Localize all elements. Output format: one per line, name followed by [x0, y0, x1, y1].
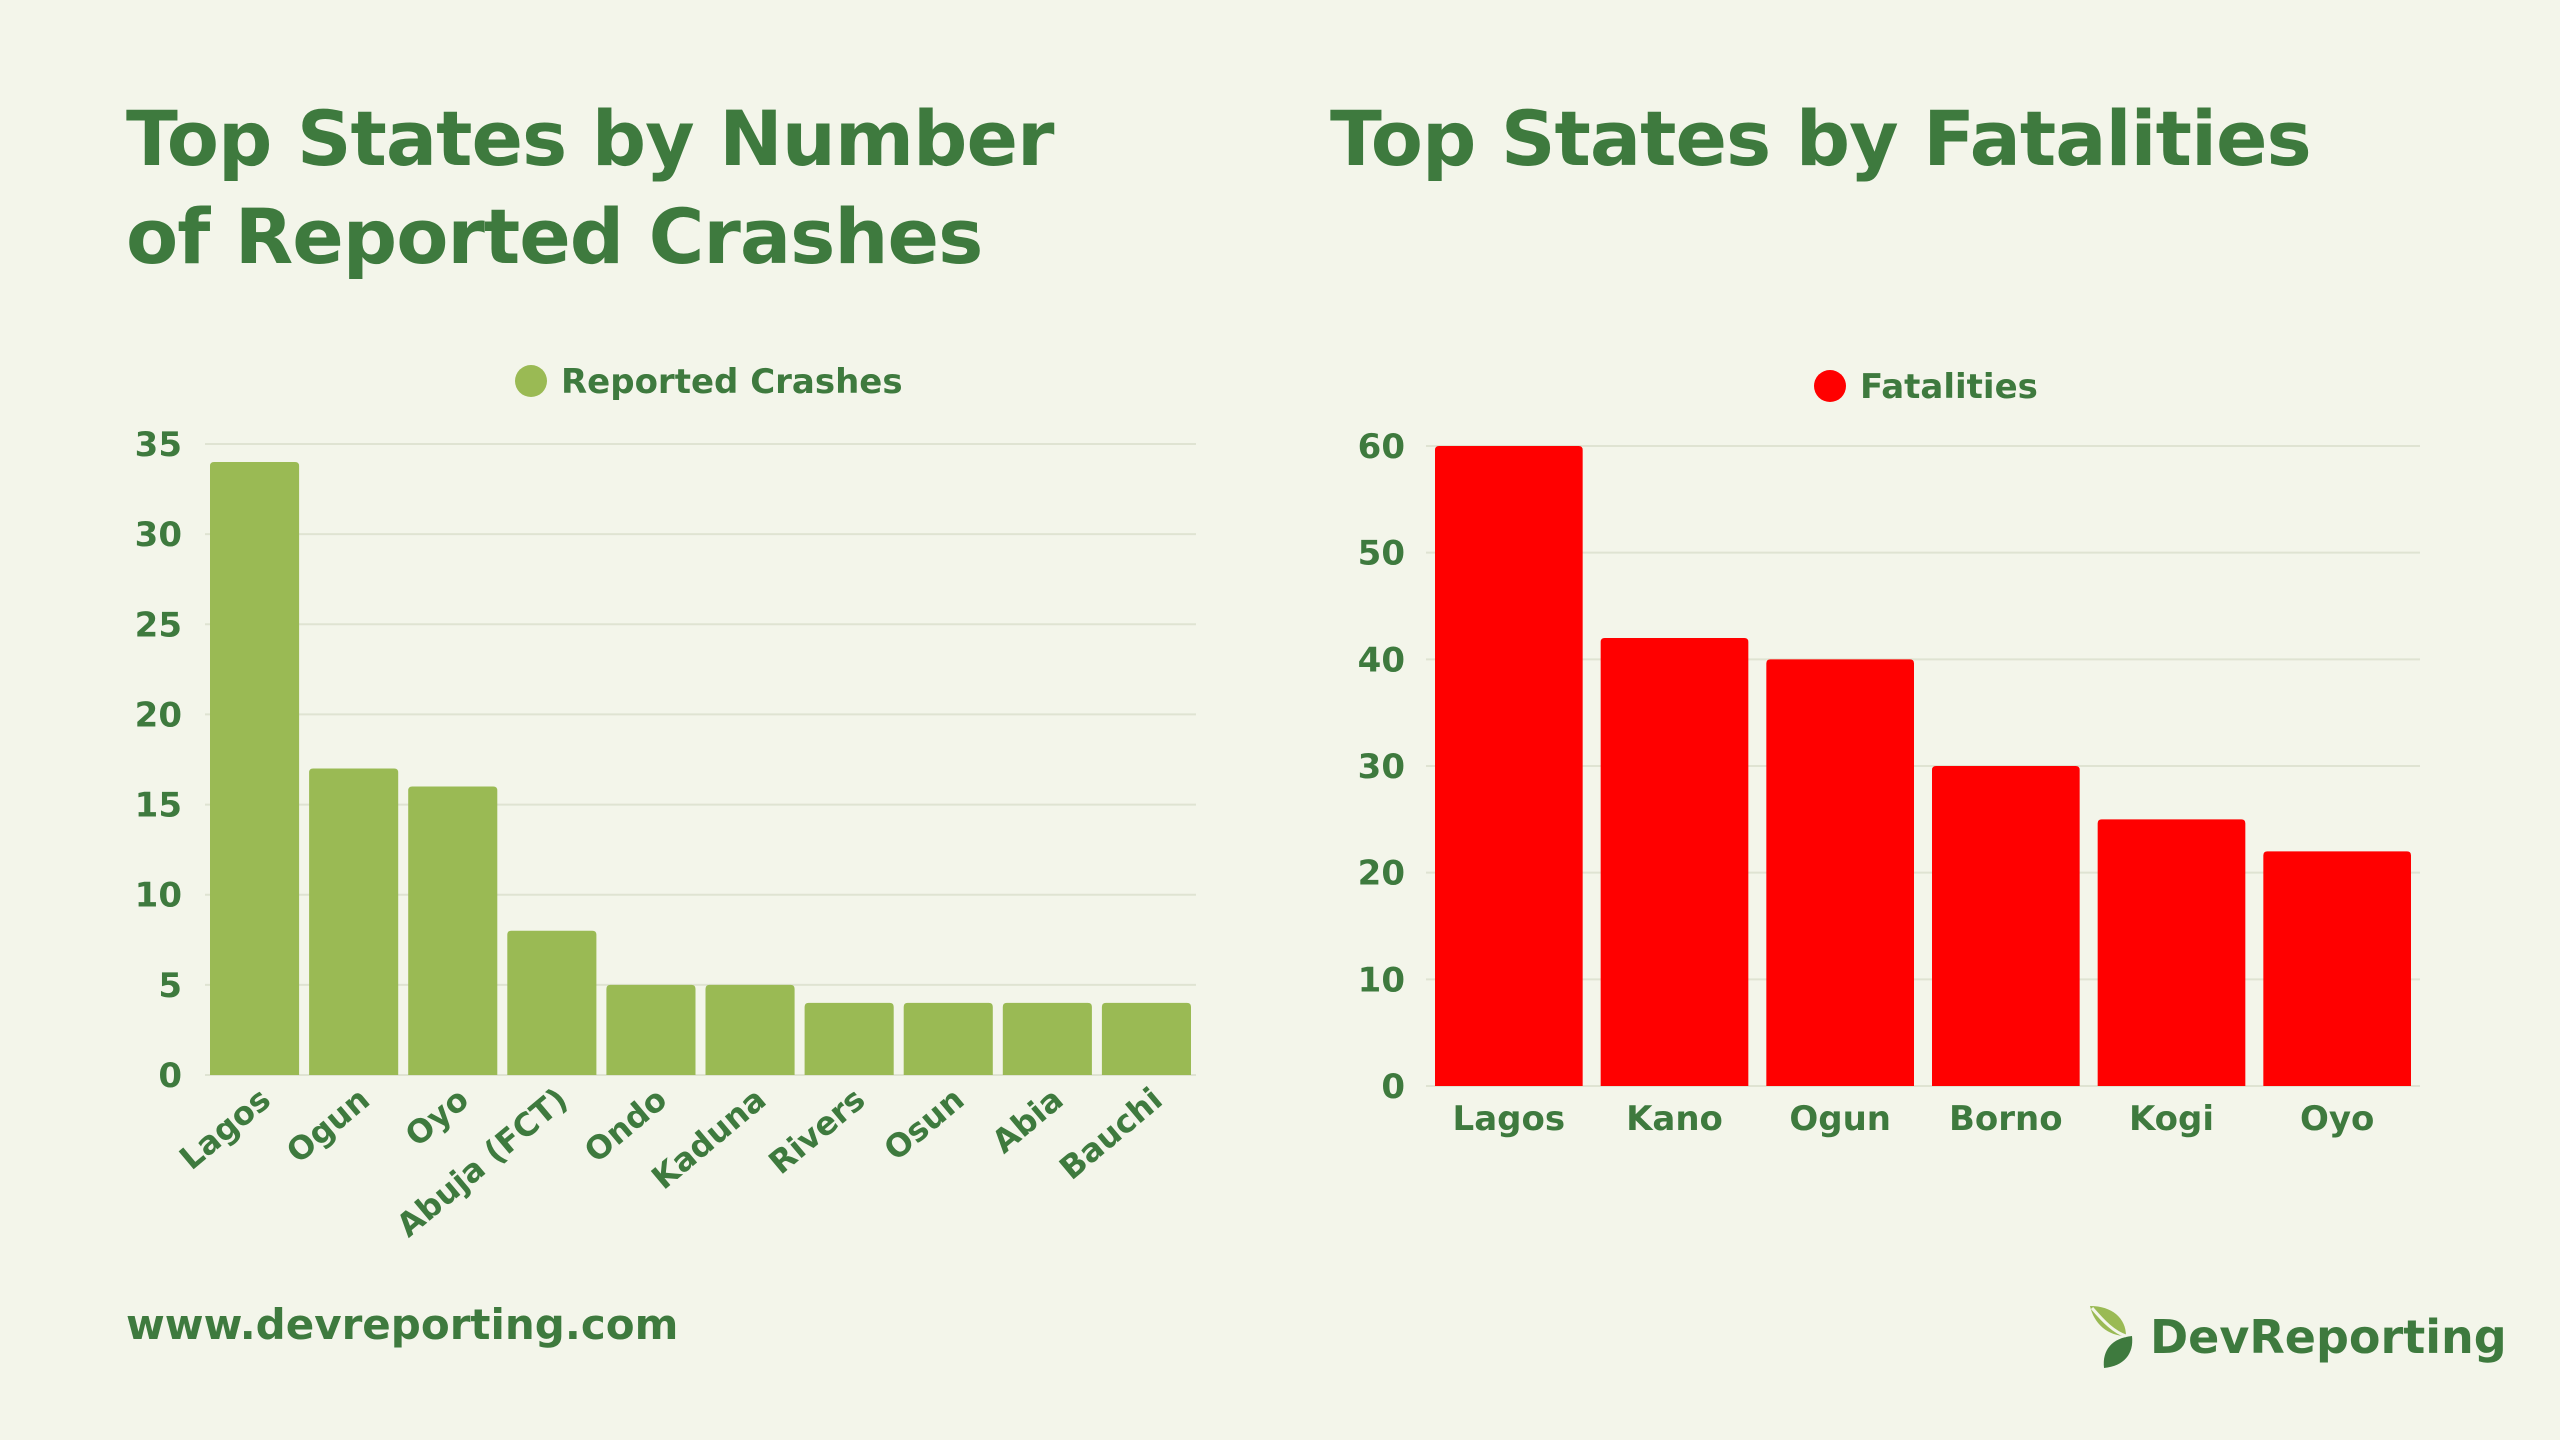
y-tick-label: 10: [1358, 960, 1405, 1000]
legend-swatch: [1814, 370, 1846, 402]
bar: [1766, 659, 1914, 1086]
x-tick-label: Ogun: [1789, 1099, 1891, 1139]
bar: [705, 984, 795, 1075]
y-tick-label: 20: [1358, 854, 1405, 894]
x-tick-label: Oyo: [2300, 1099, 2374, 1139]
chart-legend: Fatalities: [1814, 367, 2038, 407]
y-tick-label: 15: [135, 786, 182, 826]
legend-label: Fatalities: [1860, 367, 2038, 407]
x-tick-label: Borno: [1949, 1099, 2063, 1139]
y-tick-label: 50: [1358, 534, 1405, 574]
fatalities-chart-title: Top States by Fatalities: [1330, 94, 2312, 183]
legend-label: Reported Crashes: [561, 362, 903, 402]
bar: [1101, 1002, 1191, 1075]
bar: [309, 768, 399, 1075]
y-tick-label: 60: [1358, 427, 1405, 467]
bar: [606, 984, 696, 1075]
x-tick-label: Lagos: [1453, 1099, 1566, 1139]
bar: [1932, 766, 2080, 1086]
bar: [1435, 446, 1583, 1086]
y-tick-label: 25: [135, 605, 182, 645]
y-tick-label: 40: [1358, 640, 1405, 680]
chart-legend: Reported Crashes: [515, 362, 903, 402]
y-tick-label: 5: [158, 966, 182, 1006]
fatalities-bar-chart: 0 10 20 30 40 50 60 Fatalities Lagos Kano Ogun Born…: [1358, 367, 2420, 1139]
bar: [408, 786, 498, 1075]
leaf-logo-icon: [2090, 1306, 2133, 1368]
bar: [2263, 851, 2411, 1086]
y-tick-label: 0: [158, 1056, 182, 1096]
brand-block: DevReporting: [2086, 1302, 2507, 1372]
crashes-chart-title: Top States by Number of Reported Crashes: [126, 94, 1054, 281]
legend-swatch: [515, 365, 547, 397]
bar: [210, 462, 300, 1075]
y-tick-label: 20: [135, 695, 182, 735]
y-tick-label: 30: [1358, 747, 1405, 787]
y-tick-label: 10: [135, 876, 182, 916]
y-tick-label: 30: [135, 515, 182, 555]
bar: [804, 1002, 894, 1075]
bar: [903, 1002, 993, 1075]
x-tick-label: Kogi: [2129, 1099, 2214, 1139]
brand-name: DevReporting: [2150, 1310, 2507, 1364]
footer-website-url[interactable]: www.devreporting.com: [126, 1300, 679, 1349]
x-tick-label: Kano: [1626, 1099, 1723, 1139]
y-tick-label: 0: [1381, 1067, 1405, 1107]
y-tick-label: 35: [135, 425, 182, 465]
bar: [2097, 819, 2246, 1086]
bar: [507, 930, 597, 1075]
bar: [1600, 638, 1749, 1086]
bar: [1002, 1002, 1092, 1075]
